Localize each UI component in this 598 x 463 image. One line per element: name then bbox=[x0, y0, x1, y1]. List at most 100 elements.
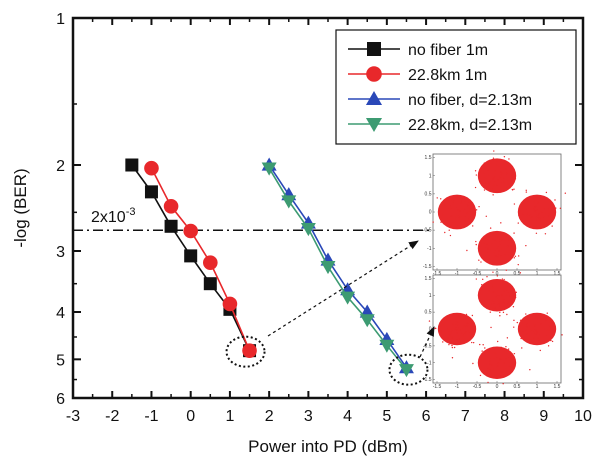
constellation-sample bbox=[456, 215, 459, 217]
constellation-sample bbox=[487, 238, 489, 241]
constellation-sample bbox=[447, 328, 449, 330]
x-tick-label: 5 bbox=[382, 408, 391, 425]
constellation-sample bbox=[475, 243, 477, 246]
data-point bbox=[183, 223, 198, 239]
constellation-sample bbox=[487, 381, 489, 384]
constellation-sample bbox=[544, 233, 547, 235]
constellation-sample bbox=[487, 367, 489, 369]
constellation-sample bbox=[464, 331, 466, 334]
constellation-sample bbox=[492, 368, 495, 370]
constellation-sample bbox=[465, 313, 468, 316]
constellation-sample bbox=[472, 341, 475, 344]
y-tick-label: 5 bbox=[56, 352, 65, 369]
constellation-sample bbox=[499, 358, 501, 360]
arrow-to-bottom-inset bbox=[419, 326, 435, 358]
constellation-sample bbox=[488, 358, 491, 360]
y-axis-label: -log (BER) bbox=[11, 168, 30, 247]
constellation-sample bbox=[489, 227, 492, 229]
constellation-sample bbox=[493, 302, 495, 305]
constellation-sample bbox=[494, 255, 496, 258]
constellation-sample bbox=[469, 203, 472, 205]
constellation-sample bbox=[451, 215, 454, 218]
constellation-sample bbox=[506, 281, 508, 284]
constellation-sample bbox=[542, 221, 544, 224]
constellation-sample bbox=[479, 289, 482, 291]
constellation-sample bbox=[509, 187, 511, 189]
constellation-sample bbox=[535, 232, 538, 235]
constellation-sample bbox=[500, 254, 502, 257]
inset-x-tick-label: -0.5 bbox=[473, 271, 482, 277]
inset-y-tick-label: 0 bbox=[429, 327, 432, 333]
constellation-sample bbox=[500, 375, 503, 377]
constellation-sample bbox=[526, 212, 529, 215]
constellation-sample bbox=[459, 210, 461, 213]
constellation-sample bbox=[506, 337, 509, 339]
constellation-sample bbox=[498, 176, 501, 178]
constellation-sample bbox=[499, 238, 501, 240]
constellation-sample bbox=[526, 214, 529, 217]
constellation-sample bbox=[543, 208, 546, 210]
constellation-sample bbox=[484, 347, 486, 349]
constellation-sample bbox=[494, 284, 497, 286]
inset-x-tick-label: 1.5 bbox=[554, 384, 561, 390]
constellation-sample bbox=[511, 167, 513, 170]
constellation-sample bbox=[487, 247, 489, 250]
constellation-sample bbox=[527, 316, 529, 318]
constellation-sample bbox=[525, 244, 527, 247]
constellation-sample bbox=[536, 209, 538, 211]
constellation-sample bbox=[485, 167, 488, 169]
constellation-sample bbox=[495, 352, 497, 355]
constellation-sample bbox=[471, 220, 473, 222]
constellation-inset-0: -1.5 -1 -0.5 0 0.5 1 1.5 1.5 1 0.5 0 -0.5 -1 -1.5 bbox=[423, 150, 567, 277]
constellation-sample bbox=[526, 323, 528, 325]
constellation-sample bbox=[479, 292, 481, 294]
constellation-sample bbox=[483, 162, 486, 164]
constellation-sample bbox=[503, 189, 505, 191]
constellation-sample bbox=[450, 331, 452, 333]
constellation-sample bbox=[551, 340, 554, 343]
constellation-sample bbox=[538, 213, 540, 215]
constellation-sample bbox=[443, 323, 446, 326]
constellation-sample bbox=[536, 212, 538, 215]
data-point bbox=[359, 314, 375, 328]
data-point bbox=[300, 223, 316, 237]
constellation-sample bbox=[494, 307, 496, 309]
constellation-sample bbox=[496, 247, 498, 250]
constellation-sample bbox=[525, 218, 528, 221]
constellation-sample bbox=[526, 326, 528, 329]
constellation-sample bbox=[526, 199, 529, 202]
inset-x-tick-label: 0.5 bbox=[514, 271, 521, 277]
constellation-sample bbox=[497, 179, 499, 181]
constellation-sample bbox=[493, 177, 495, 179]
x-tick-label: 4 bbox=[343, 408, 352, 425]
constellation-sample bbox=[535, 219, 538, 221]
constellation-sample bbox=[533, 209, 536, 212]
constellation-sample bbox=[454, 329, 457, 331]
constellation-sample bbox=[528, 319, 531, 321]
constellation-sample bbox=[442, 341, 444, 343]
constellation-sample bbox=[539, 218, 541, 221]
constellation-sample bbox=[503, 362, 506, 364]
inset-y-tick-label: -0.5 bbox=[423, 343, 432, 349]
constellation-sample bbox=[457, 315, 460, 317]
constellation-sample bbox=[466, 325, 469, 327]
constellation-sample bbox=[492, 271, 494, 273]
constellation-sample bbox=[559, 207, 562, 210]
constellation-sample bbox=[534, 198, 536, 201]
constellation-sample bbox=[528, 325, 530, 327]
constellation-sample bbox=[469, 332, 471, 334]
constellation-sample bbox=[485, 177, 487, 180]
constellation-sample bbox=[463, 201, 466, 203]
constellation-sample bbox=[497, 298, 499, 301]
x-tick-label: 1 bbox=[225, 408, 234, 425]
inset-y-tick-label: -0.5 bbox=[423, 228, 432, 234]
constellation-sample bbox=[498, 166, 500, 168]
constellation-sample bbox=[462, 334, 464, 337]
arrow-to-top-inset bbox=[267, 240, 419, 337]
constellation-sample bbox=[500, 174, 503, 176]
inset-y-tick-label: 0 bbox=[429, 210, 432, 216]
constellation-sample bbox=[494, 170, 496, 172]
constellation-sample bbox=[463, 338, 466, 340]
constellation-sample bbox=[507, 348, 510, 350]
constellation-sample bbox=[428, 320, 431, 322]
